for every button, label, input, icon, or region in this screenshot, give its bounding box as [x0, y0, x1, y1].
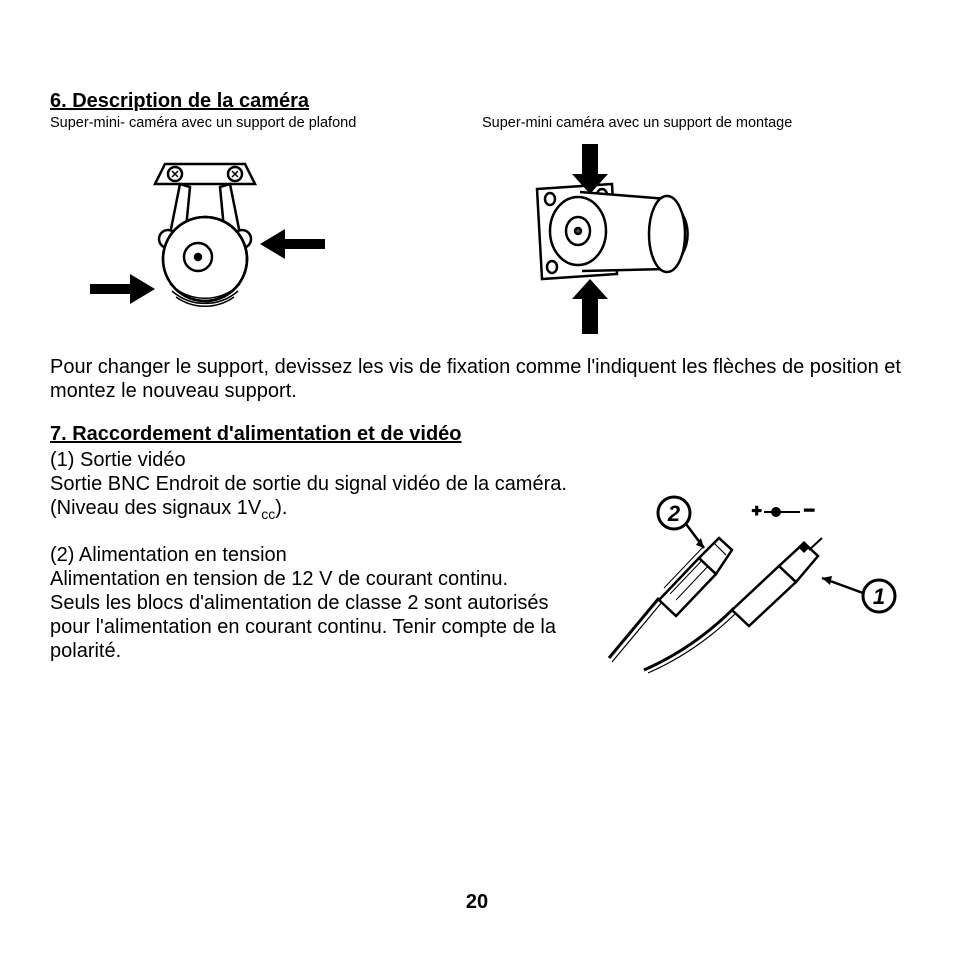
arrow-icon: [90, 274, 155, 304]
item1-line2-pre: (Niveau des signaux 1V: [50, 497, 261, 519]
item1-line2-post: ).: [275, 497, 287, 519]
item2-line1: Alimentation en tension de 12 V de coura…: [50, 567, 594, 591]
section7-heading: 7. Raccordement d'alimentation et de vid…: [50, 423, 904, 446]
svg-text:+: +: [752, 503, 761, 520]
arrow-icon: [572, 279, 608, 334]
svg-text:1: 1: [873, 584, 885, 609]
arrow-icon: [260, 229, 325, 259]
item1-title: (1) Sortie vidéo: [50, 448, 594, 472]
document-page: 6. Description de la caméra Super-mini- …: [0, 0, 954, 723]
item1-line2-sub: cc: [261, 506, 275, 522]
figure-ceiling-mount: [50, 139, 472, 339]
item1-line1: Sortie BNC Endroit de sortie du signal v…: [50, 472, 594, 496]
caption-right: Super-mini caméra avec un support de mon…: [472, 115, 904, 131]
item2-title: (2) Alimentation en tension: [50, 543, 594, 567]
label-2: 2: [658, 497, 704, 548]
figure-cables: + − 2: [604, 488, 904, 683]
figure-wall-mount: [472, 139, 904, 339]
section6-heading: 6. Description de la caméra: [50, 90, 904, 113]
caption-left: Super-mini- caméra avec un support de pl…: [50, 115, 472, 131]
section7-block: (1) Sortie vidéo Sortie BNC Endroit de s…: [50, 448, 904, 683]
item2-line2: Seuls les blocs d'alimentation de classe…: [50, 591, 594, 663]
section6-body: Pour changer le support, devissez les vi…: [50, 355, 904, 403]
item1-line2: (Niveau des signaux 1Vcc).: [50, 496, 594, 523]
figures-row: [50, 139, 904, 339]
svg-text:−: −: [804, 500, 815, 520]
section7-text: (1) Sortie vidéo Sortie BNC Endroit de s…: [50, 448, 594, 663]
svg-text:2: 2: [667, 501, 681, 526]
page-number: 20: [0, 891, 954, 914]
captions-row: Super-mini- caméra avec un support de pl…: [50, 115, 904, 131]
label-1: 1: [822, 576, 895, 612]
